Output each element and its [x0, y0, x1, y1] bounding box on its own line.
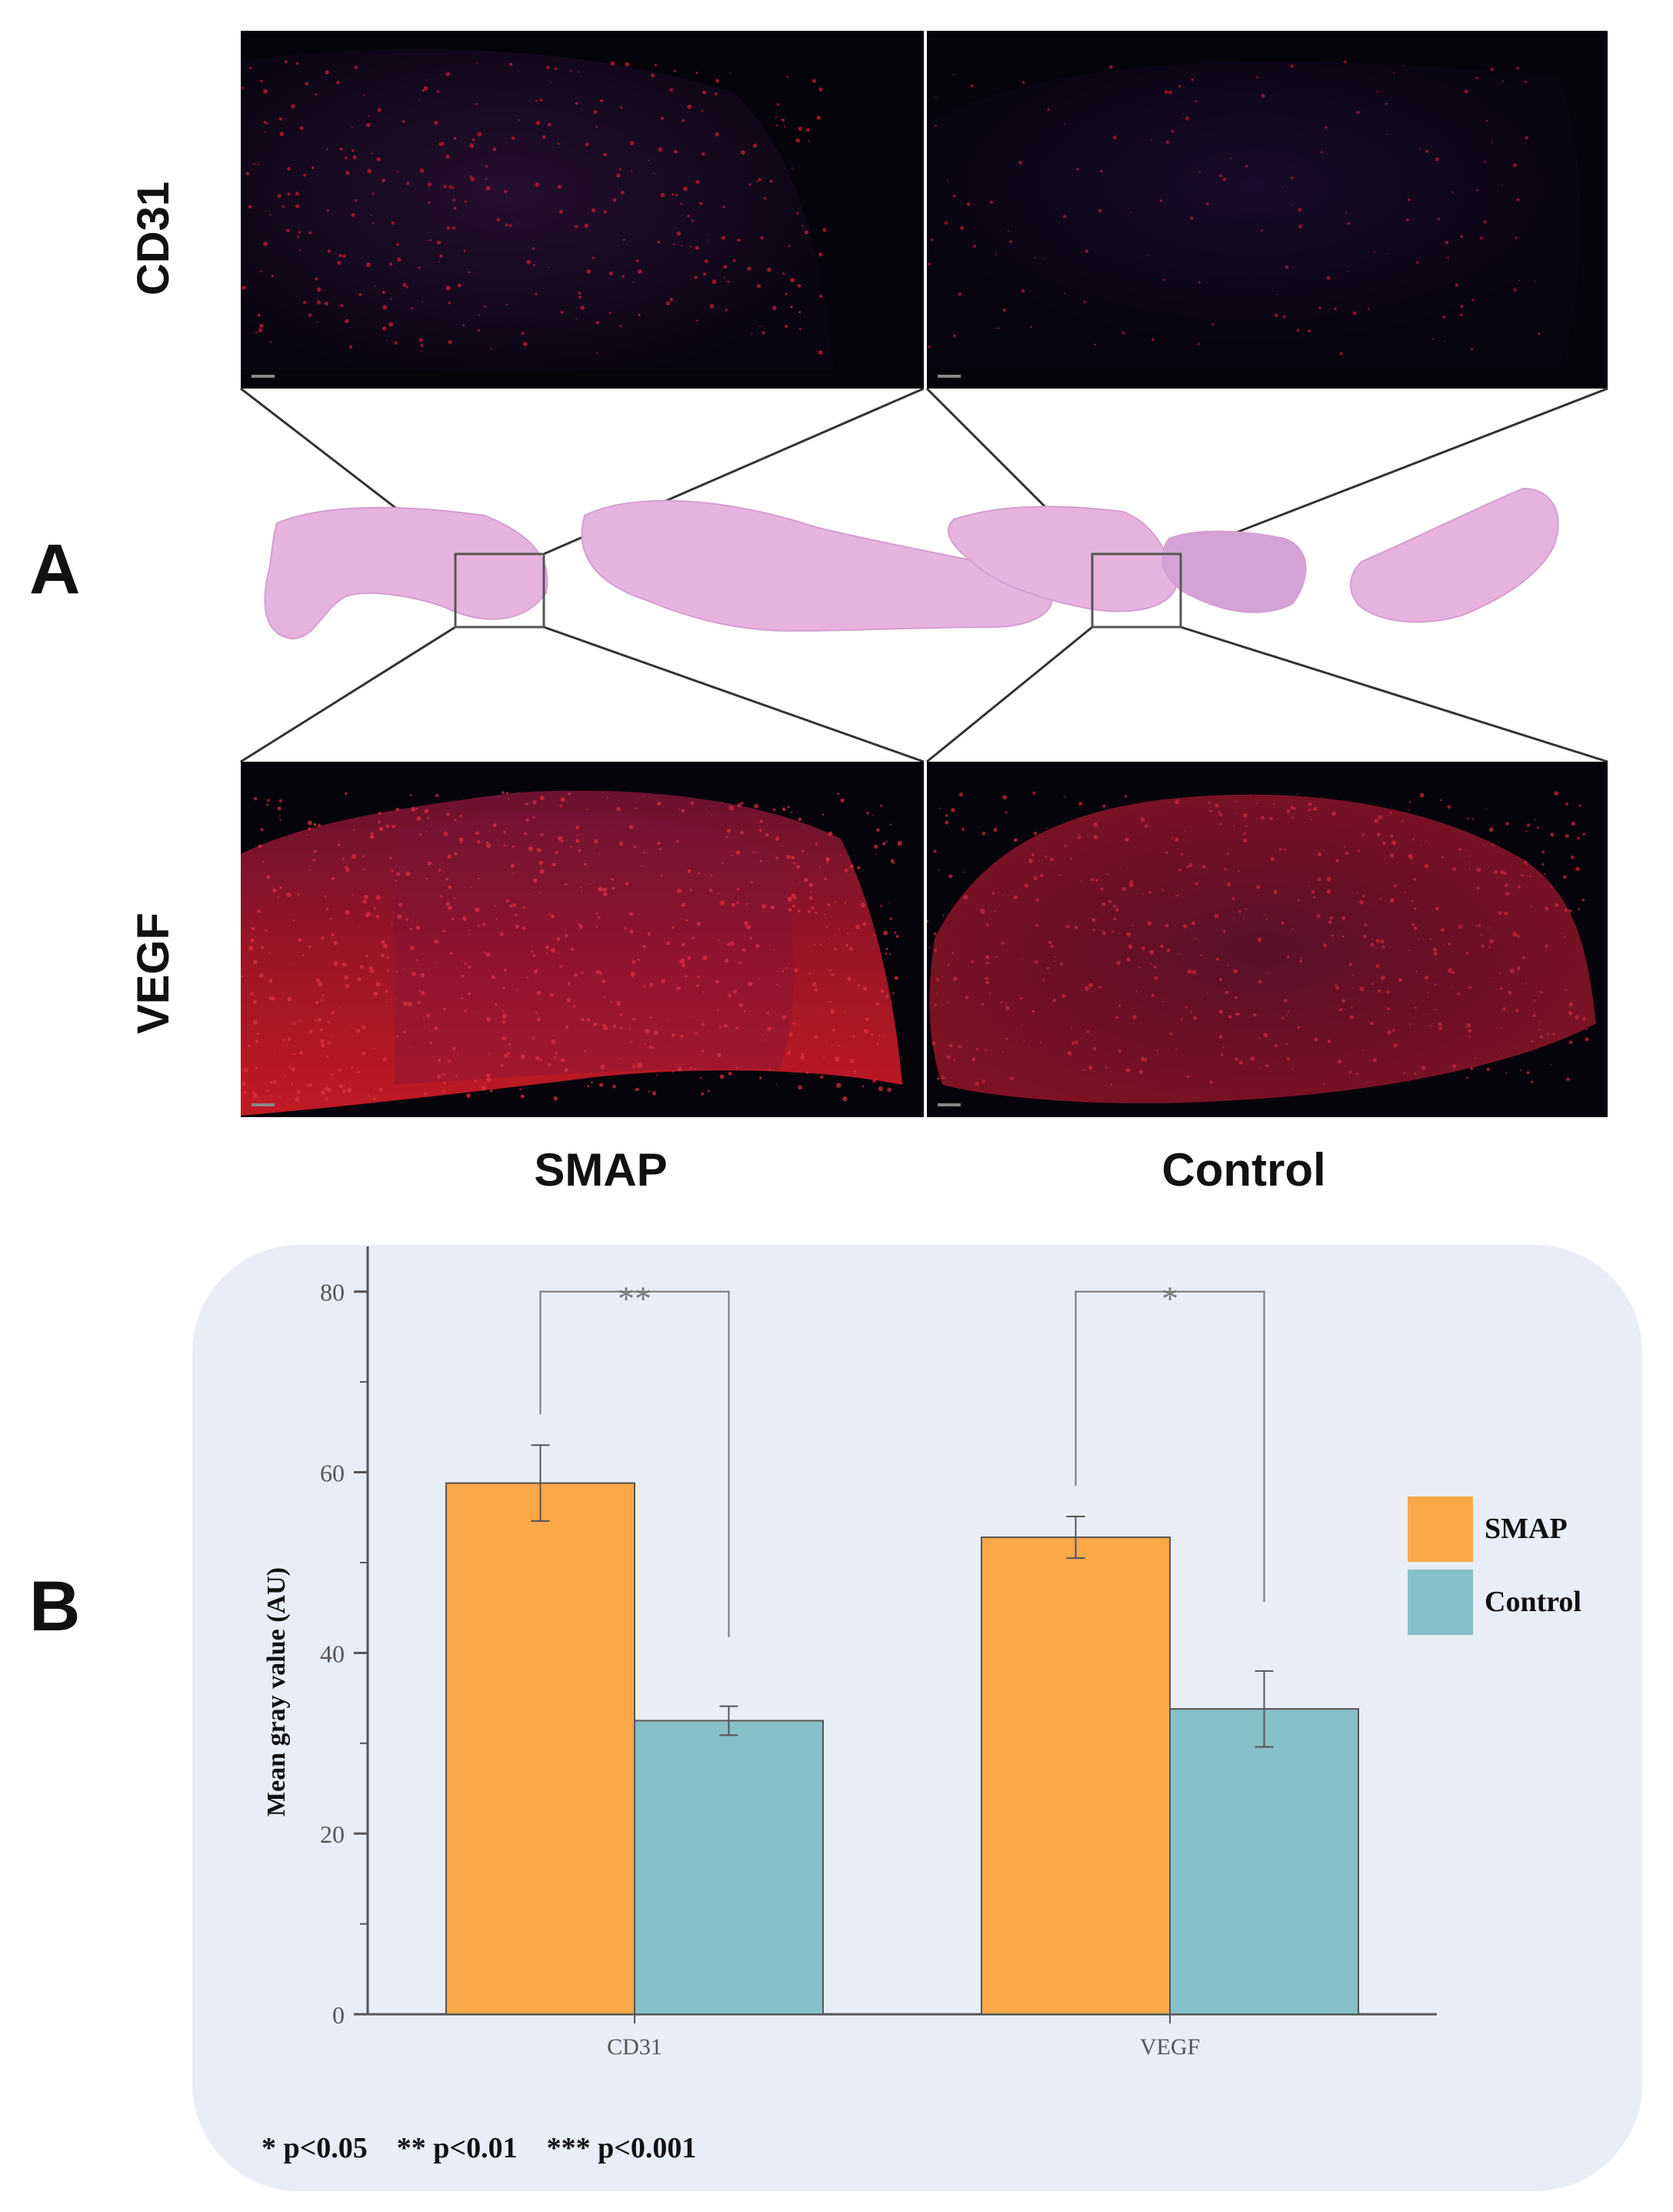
significance-note: * p<0.05 ** p<0.01 *** p<0.001: [262, 2132, 697, 2164]
y-tick-label: 0: [332, 2001, 345, 2029]
bar-control-vegf: [1169, 1708, 1359, 2015]
y-axis-label: Mean gray value (AU): [262, 1567, 291, 1817]
he-overview-sections: [264, 487, 1559, 640]
significance-marker: **: [618, 1280, 652, 1318]
cd31-smap-micrograph: [241, 31, 924, 389]
x-tick-label: CD31: [607, 2034, 662, 2060]
y-tick-label: 80: [320, 1279, 345, 1306]
y-tick-label: 60: [320, 1460, 345, 1487]
legend-label-smap: SMAP: [1485, 1513, 1568, 1545]
chart-background: [192, 1245, 1642, 2191]
panel-b-letter: B: [29, 1567, 81, 1646]
legend-swatch-smap: [1408, 1496, 1473, 1562]
x-tick-label: VEGF: [1140, 2034, 1200, 2060]
bar-control-cd31: [634, 1720, 824, 2016]
legend-swatch-control: [1408, 1570, 1473, 1635]
vegf-smap-micrograph: [241, 762, 924, 1117]
panel-a-letter: A: [29, 530, 81, 609]
legend-label-control: Control: [1485, 1586, 1581, 1618]
bar-smap-vegf: [981, 1536, 1171, 2016]
column-label-smap: SMAP: [534, 1144, 668, 1196]
bar-smap-cd31: [445, 1482, 635, 2015]
column-label-control: Control: [1161, 1144, 1326, 1196]
significance-marker: *: [1161, 1280, 1178, 1318]
significance-bracket: [1075, 1290, 1265, 1602]
significance-bracket: [539, 1290, 730, 1637]
cd31-control-micrograph: [927, 31, 1608, 389]
vegf-control-micrograph: [927, 762, 1608, 1117]
y-tick-label: 20: [320, 1820, 345, 1848]
y-tick-label: 40: [320, 1640, 345, 1667]
